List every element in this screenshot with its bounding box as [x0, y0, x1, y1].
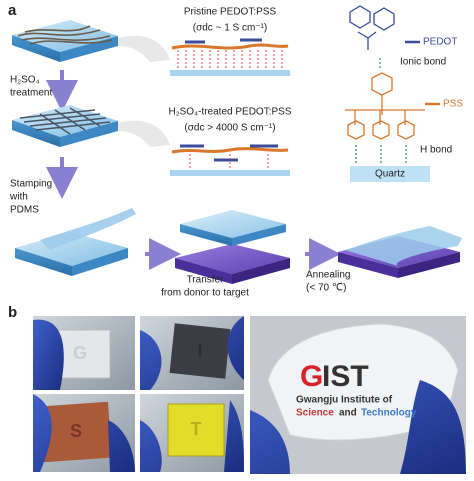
pdms-stamp [15, 208, 136, 276]
logo-subtitle: Technology [361, 408, 417, 419]
diagram-title: H₂SO₄-treated PEDOT:PSS [168, 107, 291, 118]
conductivity: (σdc ~ 1 S cm⁻¹) [193, 23, 268, 34]
logo-subtitle: Science [296, 408, 334, 419]
panel-label: a [8, 2, 17, 19]
pedot-label: PEDOT [423, 37, 457, 48]
final-film [338, 226, 462, 278]
substrate [350, 166, 430, 182]
conductivity: (σdc > 4000 S cm⁻¹) [184, 123, 275, 134]
photo [33, 316, 135, 390]
film-slab [12, 105, 170, 147]
step-label: with [9, 192, 28, 203]
photo-letter: S [70, 421, 82, 441]
stacked-substrate [175, 210, 290, 284]
step-label: PDMS [10, 205, 39, 216]
chemical-structure [345, 5, 440, 163]
pss-label: PSS [443, 99, 463, 110]
photo [33, 394, 135, 472]
photo [250, 316, 466, 474]
step-label: Annealing [306, 270, 350, 281]
substrate-label: Quartz [375, 169, 405, 180]
diagram-title: Pristine PEDOT:PSS [184, 7, 277, 18]
photo [140, 316, 244, 390]
step-label: from donor to target [161, 288, 249, 299]
photo-letter: T [191, 419, 202, 439]
photo-letter: G [73, 343, 87, 363]
step-label: Stamping [10, 179, 52, 190]
logo-subtitle: and [339, 408, 357, 419]
panel-label: b [8, 304, 17, 321]
chain-diagram [170, 38, 290, 76]
photo [140, 394, 244, 472]
chain-diagram [170, 144, 290, 176]
logo-subtitle: Gwangju Institute of [296, 395, 393, 406]
photo-letter: I [197, 341, 202, 361]
bond-label: H bond [420, 145, 452, 156]
logo-letter: G [300, 360, 323, 393]
step-label: Transfer [187, 275, 225, 286]
film-slab [12, 20, 170, 62]
bond-label: Ionic bond [400, 57, 446, 68]
logo-text: IST [322, 360, 369, 393]
step-label: treatment [10, 88, 52, 99]
step-label: (< 70 ℃) [306, 283, 346, 294]
step-label: H₂SO₄ [10, 75, 40, 86]
